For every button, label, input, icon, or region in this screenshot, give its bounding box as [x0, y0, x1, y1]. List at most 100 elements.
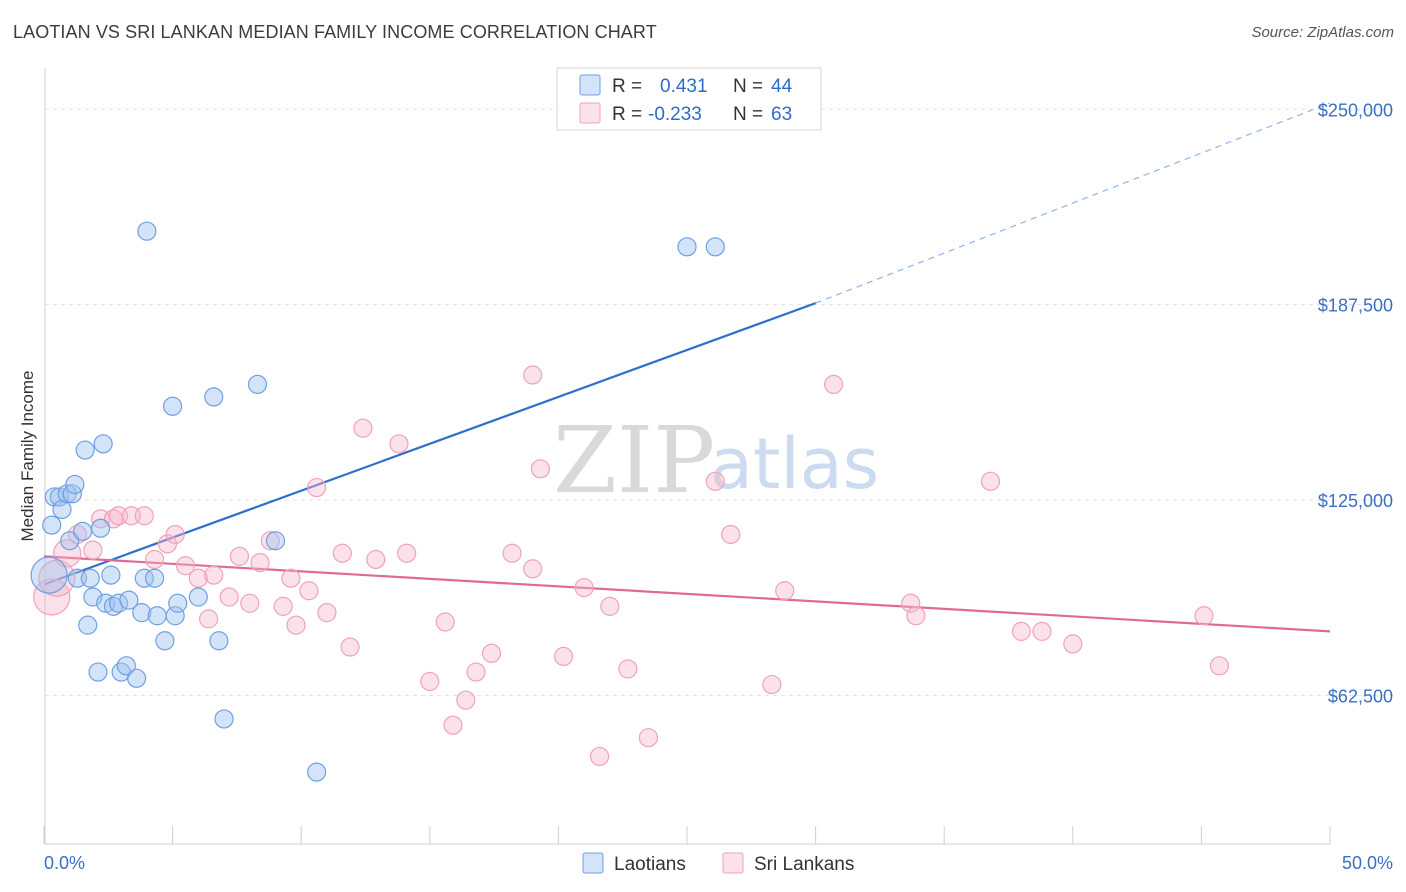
sri-lankans-point	[229, 546, 250, 566]
sri-lankans-point	[1032, 621, 1052, 641]
legend-r-value: -0.233	[648, 104, 702, 125]
sri-lankans-trend-line	[43, 555, 1331, 633]
laotians-point	[30, 556, 68, 594]
watermark-zip: ZIP	[553, 407, 715, 514]
sri-lankans-point	[530, 459, 550, 479]
laotians-point	[72, 521, 93, 541]
sri-lankans-point	[466, 662, 486, 682]
sri-lankans-point	[219, 587, 239, 607]
legend-n-label: N =	[733, 104, 763, 125]
laotians-point	[209, 631, 229, 651]
laotians-trend-line	[43, 302, 816, 586]
series-legend-label-sri-lankans: Sri Lankans	[754, 854, 854, 875]
sri-lankans-point	[775, 581, 795, 601]
y-axis-title: Median Family Income	[18, 370, 37, 541]
laotians-point	[137, 221, 157, 241]
laotians-trend-extension	[815, 102, 1331, 304]
sri-lankans-point	[144, 549, 165, 570]
sri-lankans-point	[980, 471, 1001, 491]
sri-lankans-point	[389, 434, 409, 454]
laotians-point	[155, 631, 175, 651]
y-tick-labels: $62,500 $125,000 $187,500 $250,000	[1318, 100, 1393, 706]
sri-lankans-point	[456, 690, 476, 710]
series-legend-swatch-sri-lankans	[722, 852, 744, 874]
trend-lines	[43, 102, 1331, 633]
sri-lankans-point	[420, 671, 440, 692]
sri-lankans-point	[906, 606, 926, 626]
sri-lankans-point	[250, 553, 270, 573]
sri-lankans-point	[762, 674, 782, 695]
sri-lankans-point	[199, 609, 219, 629]
x-tick-labels: 0.0% 50.0%	[44, 853, 1393, 873]
sri-lankans-point	[1063, 634, 1083, 654]
sri-lankans-point	[589, 746, 610, 767]
legend-r-label: R =	[612, 104, 642, 125]
sri-lankans-point	[53, 539, 82, 568]
series-legend-swatch-laotians	[582, 852, 604, 874]
sri-lankans-point	[281, 568, 301, 588]
sri-lankans-point	[273, 596, 293, 616]
sri-lankans-point	[1194, 606, 1214, 626]
sri-lankans-point	[240, 593, 260, 613]
legend-swatch-laotians	[579, 74, 601, 96]
sri-lankans-point	[824, 374, 844, 394]
laotians-point	[101, 565, 121, 585]
sri-lankans-point	[33, 578, 71, 616]
sri-lankans-point	[260, 531, 280, 551]
legend-n-value: 63	[771, 104, 792, 125]
laotians-point	[705, 237, 725, 257]
y-tick-label: $62,500	[1328, 686, 1393, 706]
laotians-point	[119, 590, 139, 610]
laotians-point	[78, 615, 98, 635]
laotians-point	[116, 656, 136, 676]
laotians-point	[265, 531, 286, 551]
sri-lankans-point	[299, 581, 319, 601]
sri-lankans-point	[366, 549, 386, 570]
legend-n-value: 44	[771, 76, 793, 97]
legend-n-label: N =	[733, 76, 763, 97]
sri-lankans-point	[1011, 621, 1031, 641]
sri-lankans-point	[600, 596, 620, 616]
correlation-legend: R = 0.431 N = 44 R = -0.233 N = 63	[556, 67, 822, 131]
series-legend: Laotians Sri Lankans	[582, 852, 854, 875]
laotians-point	[42, 515, 62, 535]
sri-lankans-point	[83, 540, 103, 560]
sri-lankans-point	[204, 565, 224, 585]
laotians-point	[165, 606, 185, 626]
sri-lankans-point	[523, 365, 543, 385]
watermark-atlas: atlas	[710, 423, 879, 505]
sri-lankans-point	[435, 612, 455, 632]
laotians-point	[247, 374, 268, 394]
laotians-point	[204, 387, 224, 407]
sri-lankans-point	[443, 715, 463, 735]
sri-lankans-point	[553, 646, 574, 667]
sri-lankans-point	[286, 615, 306, 635]
laotians-point	[93, 434, 113, 454]
laotians-point	[214, 709, 234, 729]
laotians-point	[60, 531, 80, 551]
legend-swatch-sri-lankans	[579, 102, 601, 124]
laotians-point	[90, 518, 111, 538]
sri-lankans-point	[332, 543, 352, 563]
laotians-point	[168, 593, 188, 613]
source-label: Source: ZipAtlas.com	[1251, 24, 1394, 41]
sri-lankans-point	[353, 418, 373, 438]
sri-lankans-point	[574, 578, 594, 598]
sri-lankans-point	[165, 524, 185, 545]
laotians-point	[134, 568, 154, 588]
laotians-point	[677, 237, 697, 257]
data-points	[30, 221, 1230, 782]
sri-lankans-point	[523, 559, 543, 579]
sri-lankans-point	[67, 524, 88, 545]
sri-lankans-point	[188, 568, 208, 588]
sri-lankans-point	[134, 506, 154, 526]
sri-lankans-point	[397, 543, 417, 563]
chart-title: LAOTIAN VS SRI LANKAN MEDIAN FAMILY INCO…	[13, 22, 657, 42]
sri-lankans-point	[307, 477, 327, 498]
laotians-point	[147, 606, 167, 626]
legend-r-label: R =	[612, 76, 642, 97]
laotians-point	[65, 474, 85, 495]
sri-lankans-point	[340, 637, 360, 657]
sri-lankans-point	[901, 593, 921, 613]
